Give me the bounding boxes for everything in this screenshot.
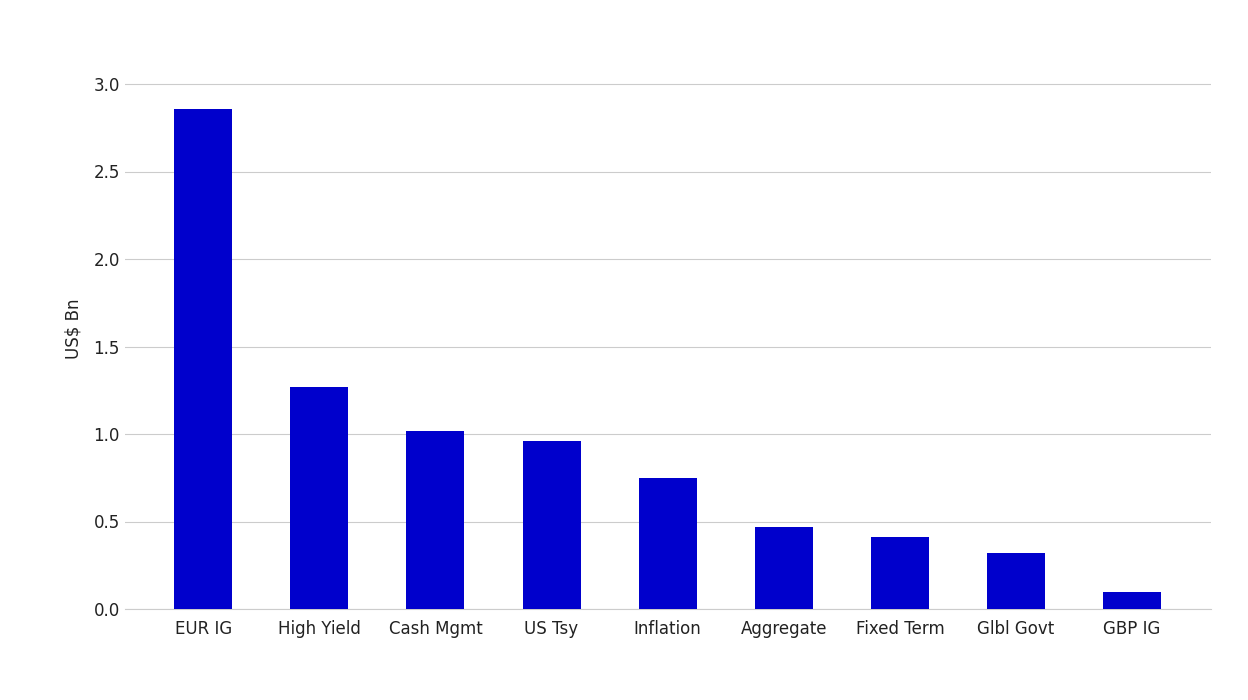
Bar xyxy=(407,430,464,609)
Y-axis label: US$ Bn: US$ Bn xyxy=(65,299,82,359)
Bar xyxy=(755,526,812,609)
Bar xyxy=(291,386,348,609)
Bar xyxy=(987,553,1045,609)
Bar xyxy=(175,108,232,609)
Bar xyxy=(523,441,580,609)
Bar xyxy=(1103,592,1161,609)
Bar xyxy=(639,477,696,609)
Bar xyxy=(871,538,929,609)
